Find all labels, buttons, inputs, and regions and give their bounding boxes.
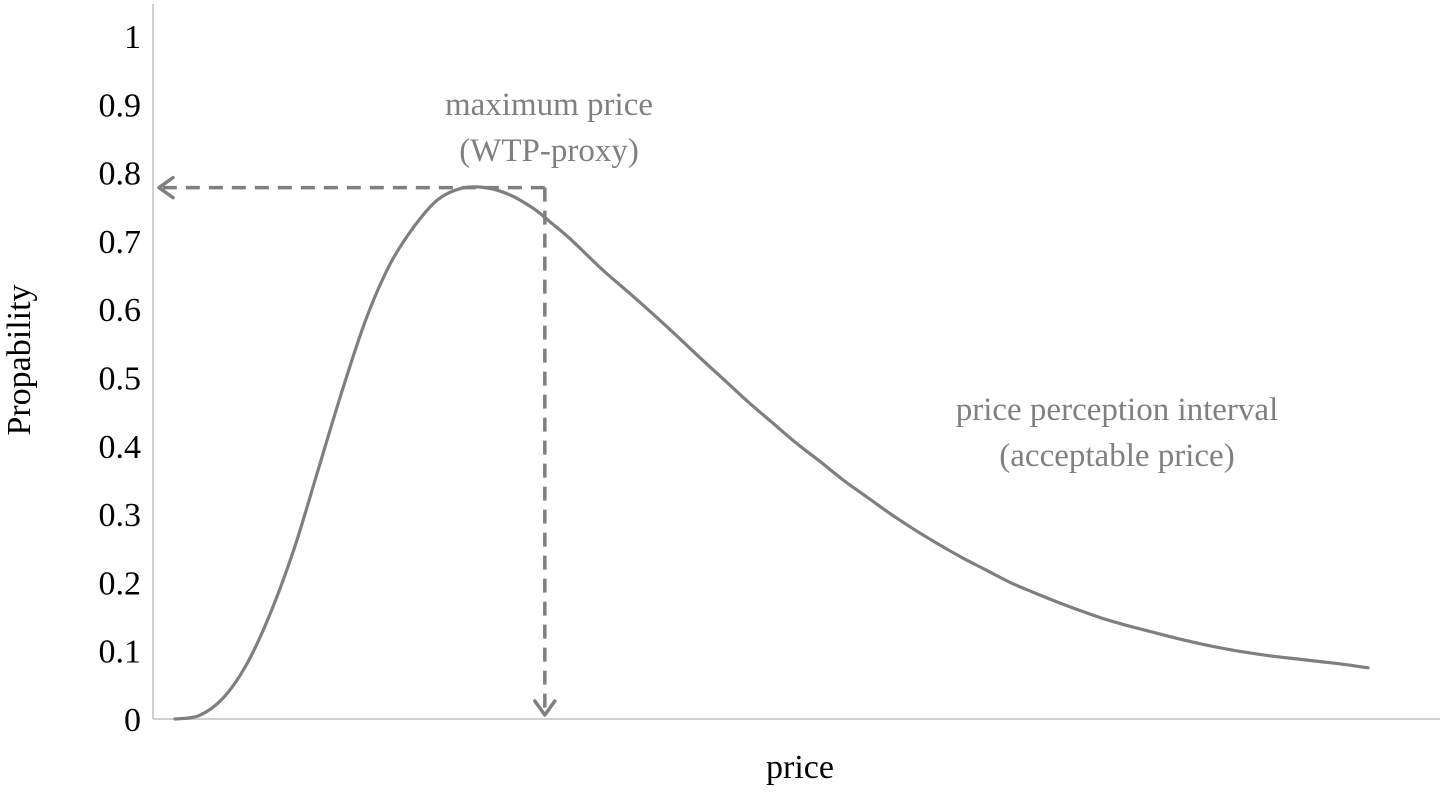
annotation-1-line-0: price perception interval bbox=[956, 392, 1279, 428]
y-tick-label: 0.8 bbox=[99, 156, 142, 193]
series-group bbox=[173, 185, 1370, 721]
y-tick-label: 1 bbox=[124, 19, 141, 56]
annotations: maximum price (WTP-proxy) price perception… bbox=[445, 87, 1278, 474]
y-tick-label: 0.4 bbox=[99, 429, 142, 466]
y-axis-label: Propability bbox=[1, 284, 38, 435]
arrowhead-down bbox=[533, 699, 557, 717]
annotation-1-line-1: (acceptable price) bbox=[999, 438, 1234, 474]
y-tick-label: 0 bbox=[124, 702, 141, 739]
y-tick-labels: 0 0.1 0.2 0.3 0.4 0.5 0.6 0.7 0.8 0.9 1 bbox=[99, 19, 142, 739]
series-line-0 bbox=[173, 185, 1370, 721]
annotation-0-line-0: maximum price bbox=[445, 87, 653, 123]
y-tick-label: 0.5 bbox=[99, 361, 142, 398]
y-tick-label: 0.1 bbox=[99, 634, 142, 671]
y-tick-label: 0.6 bbox=[99, 292, 142, 329]
y-tick-label: 0.9 bbox=[99, 87, 142, 124]
arrowhead-left bbox=[157, 175, 175, 200]
y-tick-label: 0.3 bbox=[99, 497, 142, 534]
reference-lines bbox=[157, 175, 557, 717]
y-tick-label: 0.7 bbox=[99, 224, 142, 261]
y-tick-label: 0.2 bbox=[99, 565, 142, 602]
x-axis-label: price bbox=[766, 749, 834, 786]
annotation-0-line-1: (WTP-proxy) bbox=[459, 133, 639, 169]
axes bbox=[152, 4, 1440, 720]
